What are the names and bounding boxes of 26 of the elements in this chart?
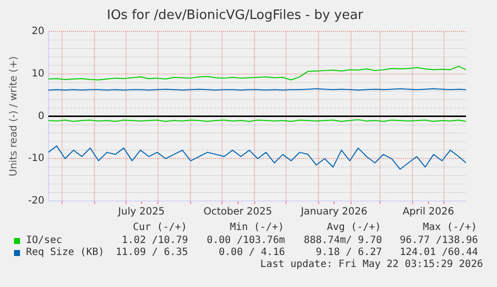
text: Cur (-/+) <box>132 222 187 234</box>
x-tick-label: January 2026 <box>300 206 368 218</box>
y-tick-label: 20 <box>32 26 44 38</box>
y-tick-label: -10 <box>28 153 44 164</box>
legend-label: Req Size (KB) <box>26 247 104 259</box>
text: 96.77 /138.96 <box>400 235 478 247</box>
text: 0.00 / 4.16 <box>218 247 285 259</box>
text: 11.09 / 6.35 <box>116 247 188 259</box>
text: 9.18 / 6.27 <box>316 247 382 259</box>
chart-title: IOs for /dev/BionicVG/LogFiles - by year <box>106 8 364 24</box>
y-tick-label: -20 <box>28 196 44 207</box>
x-tick-label: April 2026 <box>402 206 454 218</box>
y-axis-title: Units read (-) / write (+) <box>8 56 20 176</box>
x-tick-label: October 2025 <box>203 206 272 218</box>
y-tick-label: 0 <box>38 110 44 122</box>
text: 124.01 /60.44 <box>400 247 478 259</box>
text: Avg (-/+) <box>326 222 381 234</box>
x-tick-label: July 2025 <box>117 206 165 218</box>
text: 888.74m/ 9.70 <box>304 235 382 247</box>
text: Last update: Fri May 22 03:15:29 2026 <box>260 259 483 271</box>
y-tick-label: 10 <box>32 68 44 80</box>
text: Min (-/+) <box>230 222 284 234</box>
text: 1.02 /10.79 <box>122 235 188 247</box>
text: Max (-/+) <box>422 222 477 234</box>
text: 0.00 /103.76m <box>206 235 285 247</box>
legend-label: IO/sec <box>26 235 62 247</box>
